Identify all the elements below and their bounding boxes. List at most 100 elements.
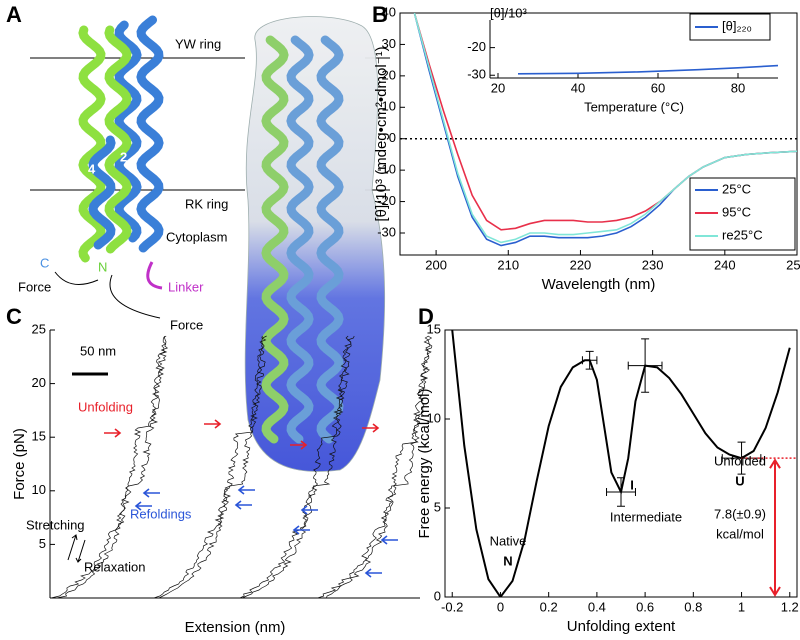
force-arrow — [54, 271, 99, 285]
arrow — [75, 539, 86, 563]
x-tick-label: 0.8 — [684, 599, 702, 614]
arrow — [380, 535, 398, 545]
helices — [78, 15, 344, 444]
panel-label: A — [6, 2, 22, 27]
helix — [88, 135, 116, 250]
x-tick-label: 60 — [651, 80, 665, 95]
x-tick-label: 210 — [497, 257, 519, 272]
y-tick-label: 15 — [427, 321, 441, 336]
linker — [146, 261, 163, 290]
force-trace — [317, 335, 431, 599]
annotation: Unfolding — [78, 399, 133, 414]
structure-label: 2 — [120, 149, 127, 164]
y-tick-label: 40 — [382, 4, 396, 19]
error-bar — [627, 338, 663, 393]
force-trace — [326, 335, 433, 599]
x-tick-label: 0.6 — [636, 599, 654, 614]
x-tick-label: 40 — [571, 80, 585, 95]
y-tick-label: -10 — [377, 162, 396, 177]
helix — [136, 15, 164, 253]
y-tick-label: -30 — [467, 67, 486, 82]
x-tick-label: 1 — [738, 599, 745, 614]
legend-label: 95°C — [722, 204, 751, 219]
x-tick-label: 250 — [786, 257, 800, 272]
y-tick-label: 20 — [32, 375, 46, 390]
x-tick-label: 80 — [731, 80, 745, 95]
error-bar — [606, 477, 636, 507]
structure-label: Linker — [168, 279, 204, 294]
y-tick-label: 10 — [382, 99, 396, 114]
structure-label: 3 — [158, 113, 165, 128]
data-line — [517, 64, 778, 75]
y-tick-label: 10 — [427, 410, 441, 425]
x-axis-label: Extension (nm) — [185, 619, 286, 635]
x-axis-label: Unfolding extent — [567, 618, 676, 635]
panel-label: D — [418, 304, 434, 329]
structure-label: YW ring — [175, 36, 221, 51]
structure-label: C — [40, 255, 49, 270]
x-tick-label: 200 — [425, 257, 447, 272]
y-tick-label: 0 — [389, 130, 396, 145]
structure-label: 1 — [92, 111, 99, 126]
annotation: Unfolded — [714, 453, 766, 468]
structure-label: RK ring — [185, 196, 228, 211]
annotation: U — [735, 473, 744, 488]
force-trace — [50, 335, 167, 599]
y-tick-label: -20 — [377, 193, 396, 208]
helix — [114, 20, 142, 243]
arrow — [104, 428, 122, 438]
panel-label: C — [6, 304, 22, 329]
structure-label: Force — [18, 279, 51, 294]
y-axis-label: [θ]/10³ — [490, 5, 528, 20]
x-tick-label: 240 — [714, 257, 736, 272]
helix — [261, 35, 289, 444]
arrow — [290, 440, 308, 450]
y-tick-label: -20 — [467, 39, 486, 54]
arrow — [364, 568, 382, 578]
x-tick-label: 0.4 — [588, 599, 606, 614]
x-axis-label: Temperature (°C) — [584, 99, 684, 114]
legend-label: [θ]₂₂₀ — [722, 18, 752, 33]
annotation: Intermediate — [610, 509, 682, 524]
annotation: Relaxation — [84, 559, 145, 574]
y-tick-label: 20 — [382, 67, 396, 82]
force-trace — [153, 335, 267, 599]
arrow — [234, 500, 252, 510]
structure-label: Cytoplasm — [166, 229, 227, 244]
y-axis-label: Free energy (kcal/mol) — [416, 388, 433, 538]
helix — [286, 35, 314, 444]
structure-illustration — [30, 15, 390, 472]
arrow — [237, 485, 255, 495]
y-axis-label: Force (pN) — [11, 428, 28, 500]
x-tick-label: 1.2 — [781, 599, 799, 614]
y-tick-label: -30 — [377, 224, 396, 239]
arrow — [204, 419, 222, 429]
arrow — [134, 501, 152, 511]
error-bar — [581, 350, 598, 370]
arrow — [300, 505, 318, 515]
y-axis-label: [θ]/10³ (mdeg•cm²•dmol⁻¹) — [373, 46, 390, 221]
structure-label: Force — [170, 317, 203, 332]
annotation: kcal/mol — [716, 526, 764, 541]
annotation: Refoldings — [130, 506, 192, 521]
y-tick-label: 30 — [382, 36, 396, 51]
data-line — [451, 330, 791, 597]
force-trace — [239, 335, 352, 599]
x-tick-label: 0 — [497, 599, 504, 614]
arrow — [292, 525, 310, 535]
y-tick-label: 25 — [32, 321, 46, 336]
y-tick-label: 5 — [39, 536, 46, 551]
annotation: 50 nm — [80, 343, 116, 358]
x-tick-label: 20 — [491, 80, 505, 95]
force-arrow — [109, 274, 161, 319]
y-tick-label: 15 — [32, 429, 46, 444]
data-line — [413, 13, 797, 244]
annotation: Stretching — [26, 517, 85, 532]
annotation: 7.8(±0.9) — [714, 506, 766, 521]
annotation: N — [503, 553, 512, 568]
legend-label: 25°C — [722, 181, 751, 196]
annotation: I — [630, 477, 634, 492]
helix — [78, 25, 106, 263]
gap-arrow — [769, 458, 781, 597]
